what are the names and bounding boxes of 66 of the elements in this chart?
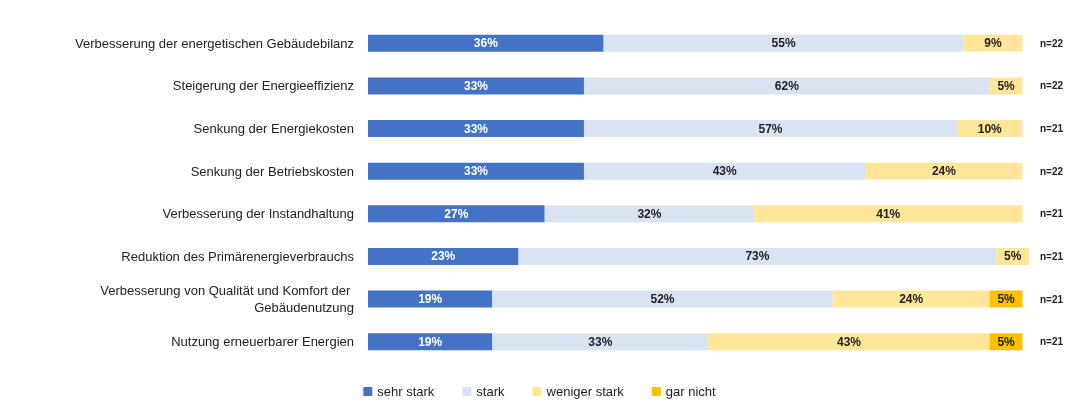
y-tick-label: Senkung der Betriebskosten [190,163,354,179]
y-tick-label: Verbesserung von Qualität und Komfort der Gebäudenutzung [100,283,354,316]
legend-label: weniger stark [545,384,625,399]
y-tick-label: Steigerung der Energieeffizienz [172,78,354,94]
text: n=22 [1040,37,1064,49]
data-label: 41% [876,206,901,221]
data-label: 5% [1003,249,1022,264]
data-label: 57% [758,121,783,136]
data-label: 24% [899,292,924,307]
bar [368,77,584,95]
data-label: 43% [712,164,738,179]
data-label: 73% [745,249,770,264]
y-tick-label: Verbesserung der Instandhaltung [162,206,354,222]
data-label: 52% [650,292,675,307]
data-label: 62% [774,78,800,93]
bar [865,162,1023,180]
text: n=21 [1040,293,1064,305]
bar [583,120,958,138]
bar [492,333,709,351]
bar [368,205,545,223]
data-label: 33% [463,78,489,93]
bar [518,247,997,265]
data-label: 19% [418,292,443,307]
text: n=21 [1040,123,1064,135]
bar [603,34,964,52]
text: n=22 [1040,165,1064,177]
legend-label: sehr stark [377,384,435,399]
bar [708,333,990,351]
y-tick-label: Reduktion des Primärenergieverbrauchs [121,248,355,264]
text: n=21 [1040,250,1064,262]
bar [368,290,493,308]
data-label: 36% [473,36,499,51]
text: n=21 [1040,336,1064,348]
data-label: 10% [977,121,1003,136]
data-label: 5% [997,334,1016,349]
data-label: 24% [931,164,957,179]
data-label: 32% [637,206,662,221]
legend-label: stark [476,384,506,399]
bar [492,290,833,308]
bar [583,77,990,95]
bar [368,34,604,52]
bar [368,120,584,138]
bar [368,162,584,180]
bar [832,290,990,308]
data-label: 27% [444,206,469,221]
text: n=21 [1040,208,1064,220]
y-tick-label: Senkung der Energiekosten [193,121,354,137]
y-tick-label: Nutzung erneuerbarer Energien [171,334,354,350]
bar [544,205,755,223]
data-label: 33% [463,121,489,136]
legend-label: gar nicht [665,384,717,399]
data-label: 5% [997,78,1016,93]
data-label: 43% [837,334,862,349]
data-label: 23% [431,249,456,264]
bar [368,333,493,351]
data-label: 33% [463,164,489,179]
data-label: 5% [997,292,1016,307]
text: n=22 [1040,80,1064,92]
y-tick-label: Verbesserung der energetischen Gebäudebilanz [75,35,354,51]
bar [754,205,1023,223]
bar [583,162,866,180]
data-label: 33% [588,334,613,349]
data-label: 55% [771,36,796,51]
data-label: 9% [984,36,1003,51]
data-label: 19% [418,334,443,349]
bar [368,247,519,265]
